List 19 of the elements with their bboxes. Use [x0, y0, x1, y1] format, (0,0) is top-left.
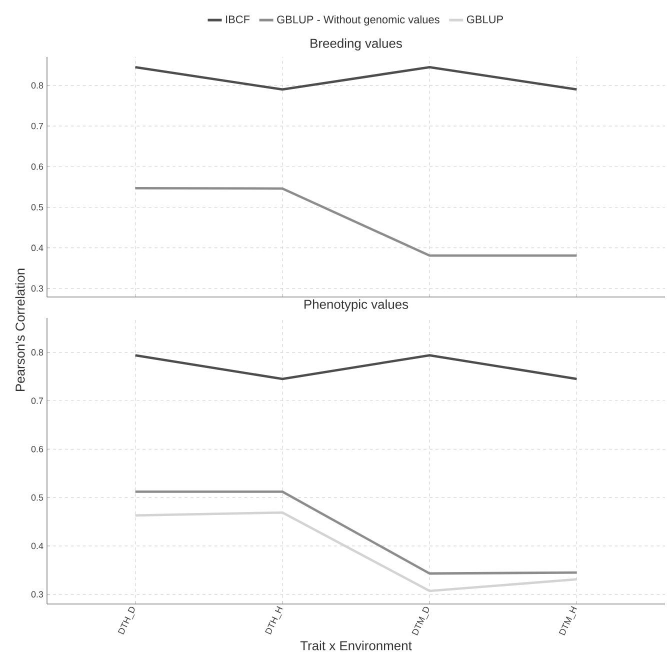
- y-tick-label: 0.5: [31, 494, 44, 501]
- y-tick-label: 0.7: [31, 398, 44, 404]
- legend-label: GBLUP - Without genomic values: [277, 15, 440, 26]
- y-tick-label: 0.4: [31, 244, 44, 252]
- chart-title: Phenotypic values: [304, 299, 408, 312]
- legend-label: IBCF: [226, 16, 250, 24]
- y-tick-label: 0.8: [31, 82, 44, 89]
- y-tick-label: 0.6: [31, 446, 44, 452]
- y-tick-label: 0.8: [31, 349, 44, 356]
- y-axis-title: Pearson's Correlation: [15, 268, 25, 391]
- y-tick-label: 0.3: [31, 285, 44, 292]
- chart-title: Breeding values: [310, 38, 402, 50]
- y-tick-label: 0.4: [31, 542, 44, 550]
- x-axis-title: Trait x Environment: [300, 640, 412, 650]
- y-tick-label: 0.3: [31, 591, 44, 598]
- y-tick-label: 0.7: [31, 122, 44, 130]
- y-tick-label: 0.5: [31, 204, 44, 210]
- y-tick-label: 0.6: [31, 163, 44, 170]
- legend-label: GBLUP: [466, 16, 503, 24]
